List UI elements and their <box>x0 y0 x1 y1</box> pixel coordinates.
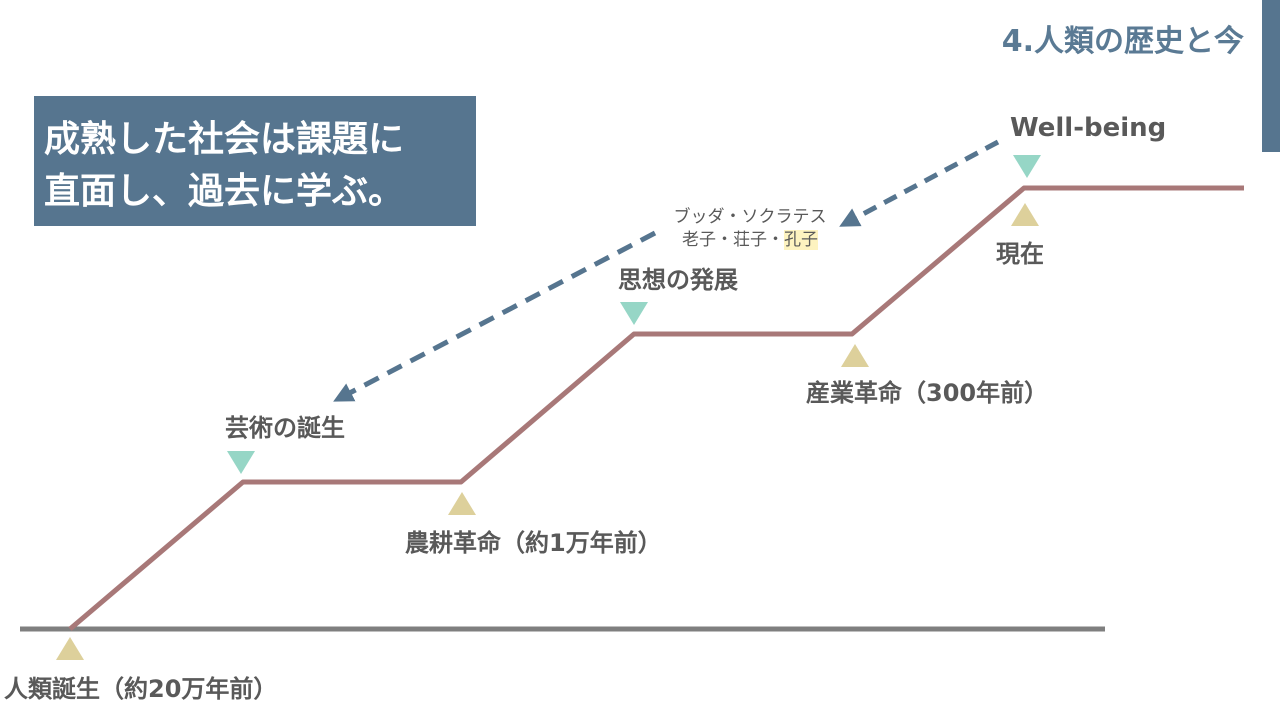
thinkers-line-2-prefix: 老子・荘子・ <box>682 230 784 250</box>
thinkers-line-1: ブッダ・ソクラテス <box>673 207 827 227</box>
marker-art <box>227 451 255 474</box>
marker-thought <box>620 302 648 325</box>
section-title: 4.人類の歴史と今 <box>1001 24 1244 59</box>
thinkers-line-2-highlight: 孔子 <box>784 230 818 250</box>
label-present: 現在 <box>996 240 1044 268</box>
marker-human-birth <box>56 637 84 660</box>
label-human-birth: 人類誕生（約20万年前） <box>4 675 278 703</box>
thinkers-line-2: 老子・荘子・孔子 <box>664 229 836 252</box>
label-wellbeing: Well-being <box>1010 113 1167 143</box>
marker-present <box>1011 203 1039 226</box>
marker-industry <box>841 344 869 367</box>
dashed-arrow-thinkers-to-art <box>333 230 657 402</box>
headline-box: 成熟した社会は課題に 直面し、過去に学ぶ。 <box>34 96 476 226</box>
marker-agriculture <box>448 492 476 515</box>
headline-line-2: 直面し、過去に学ぶ。 <box>44 171 405 212</box>
label-art: 芸術の誕生 <box>225 414 345 442</box>
label-industry: 産業革命（300年前） <box>806 379 1049 407</box>
label-thought: 思想の発展 <box>618 266 738 294</box>
headline-line-1: 成熟した社会は課題に <box>44 119 405 160</box>
thinkers-note: ブッダ・ソクラテス 老子・荘子・孔子 <box>664 206 836 252</box>
marker-wellbeing <box>1013 155 1041 178</box>
history-step-line <box>68 185 1244 631</box>
accent-bar <box>1262 0 1280 152</box>
label-agriculture: 農耕革命（約1万年前） <box>405 529 662 557</box>
dashed-arrow-wellbeing-to-thinkers <box>839 139 1000 227</box>
